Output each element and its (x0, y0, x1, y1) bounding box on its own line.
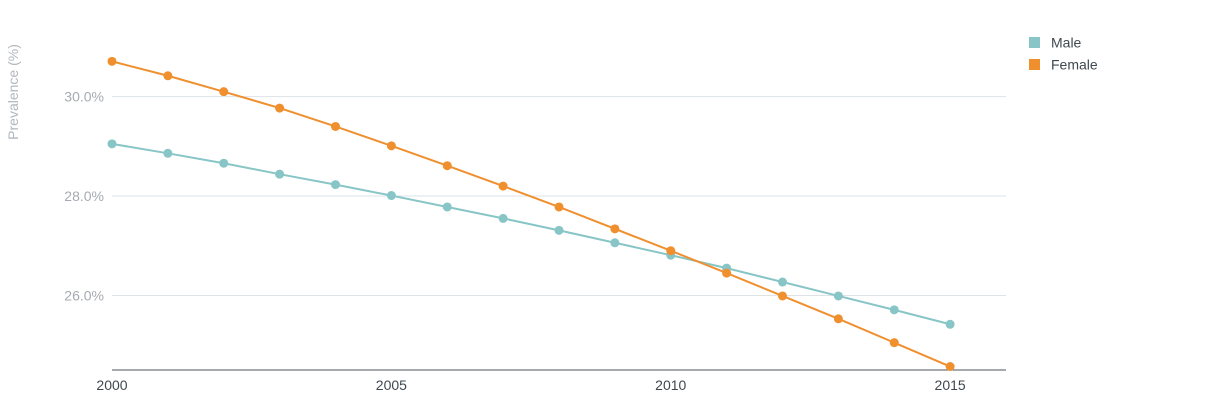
data-point-male[interactable] (386, 191, 396, 201)
data-point-male[interactable] (442, 202, 452, 212)
data-point-female[interactable] (610, 224, 620, 234)
series-lines (107, 56, 955, 372)
data-point-male[interactable] (610, 238, 620, 248)
series-line-female (111, 60, 951, 368)
y-axis-label: Prevalence (%) (5, 44, 21, 140)
data-point-female[interactable] (666, 246, 676, 256)
data-point-male[interactable] (945, 319, 955, 329)
legend-label-male[interactable]: Male (1051, 35, 1082, 51)
legend-swatch-female (1029, 59, 1040, 70)
axes: 26.0% 28.0% 30.0% 2000 2005 2010 2015 (64, 89, 1006, 393)
data-point-female[interactable] (107, 56, 117, 66)
data-point-female[interactable] (945, 362, 955, 372)
data-point-male[interactable] (163, 148, 173, 158)
data-point-male[interactable] (275, 169, 285, 179)
data-point-male[interactable] (778, 277, 787, 287)
data-point-male[interactable] (833, 291, 843, 301)
data-point-female[interactable] (833, 314, 843, 324)
data-point-female[interactable] (889, 338, 899, 348)
series-line-male (111, 142, 951, 326)
data-point-female[interactable] (275, 103, 285, 113)
data-point-male[interactable] (498, 213, 508, 223)
data-point-female[interactable] (219, 87, 229, 97)
x-tick-label: 2010 (655, 377, 686, 393)
data-point-female[interactable] (722, 268, 732, 278)
y-tick-label: 28.0% (64, 188, 104, 204)
data-point-female[interactable] (386, 141, 396, 151)
data-point-male[interactable] (107, 139, 117, 149)
legend-swatch-male (1029, 37, 1040, 48)
data-point-female[interactable] (778, 291, 787, 301)
data-point-female[interactable] (554, 202, 564, 212)
data-point-male[interactable] (889, 305, 899, 315)
data-point-female[interactable] (163, 71, 173, 81)
data-point-female[interactable] (498, 181, 508, 191)
x-tick-label: 2000 (96, 377, 127, 393)
data-point-female[interactable] (442, 161, 452, 171)
y-tick-label: 26.0% (64, 287, 104, 303)
data-point-female[interactable] (331, 121, 340, 131)
data-point-male[interactable] (219, 158, 229, 168)
x-tick-label: 2005 (376, 377, 407, 393)
legend: Male Female (1029, 35, 1098, 73)
y-tick-label: 30.0% (64, 89, 104, 105)
data-point-male[interactable] (554, 225, 564, 235)
x-tick-label: 2015 (935, 377, 966, 393)
legend-label-female[interactable]: Female (1051, 57, 1098, 73)
data-point-male[interactable] (331, 180, 340, 190)
gridlines (112, 96, 1006, 296)
